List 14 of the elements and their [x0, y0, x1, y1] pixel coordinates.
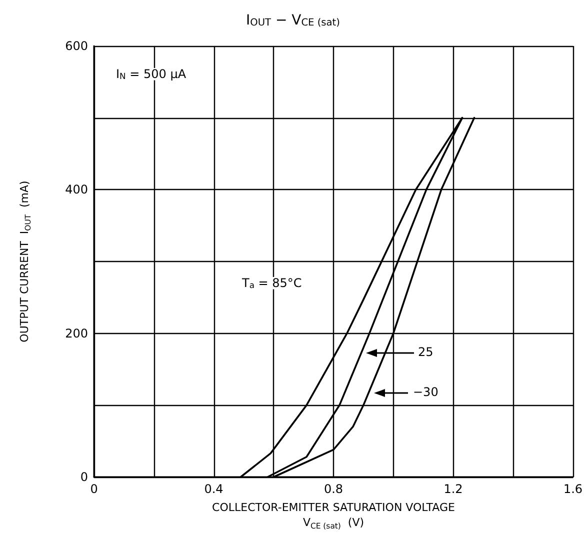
annotation: IN = 500 μA: [116, 67, 187, 82]
y-tick-label: 600: [65, 39, 88, 53]
y-tick-label: 400: [65, 182, 88, 197]
x-tick-label: 0.4: [204, 482, 224, 496]
x-tick-label: 0: [90, 482, 98, 496]
annotation: 25: [418, 345, 434, 359]
x-tick-label: 1.6: [563, 482, 583, 496]
x-tick-label: 0.8: [324, 482, 344, 496]
chart-title: IOUT − VCE (sat): [246, 12, 340, 28]
y-tick-label: 200: [65, 326, 88, 340]
annotation: Ta = 85°C: [241, 276, 302, 290]
y-tick-label: 0: [80, 470, 88, 484]
x-tick-label: 1.2: [444, 482, 463, 496]
annotation: −30: [413, 385, 438, 399]
